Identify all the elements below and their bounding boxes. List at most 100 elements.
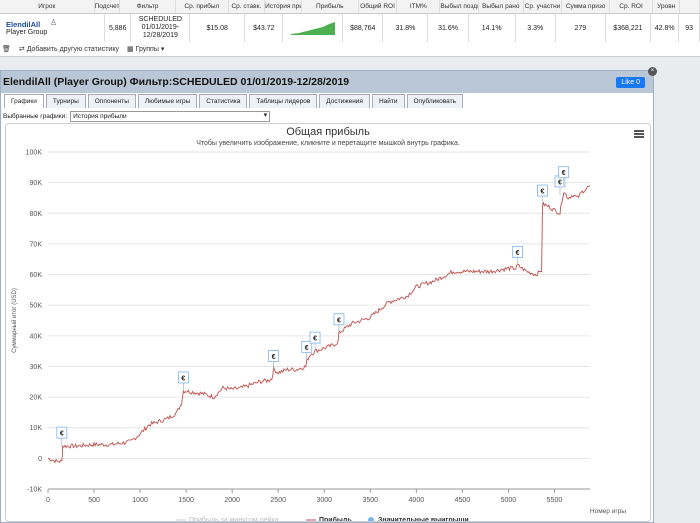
tab-2[interactable]: Оппоненты (87, 94, 136, 108)
legend-wins-label: Значительные выигрыши (378, 517, 469, 521)
y-tick-label: 80K (30, 211, 43, 218)
win-marker (177, 371, 189, 384)
groups-dropdown[interactable]: ▦ Группы ▾ (126, 46, 165, 53)
chart-title: Общая прибыль (286, 126, 370, 138)
y-tick-label: -10K (27, 487, 42, 494)
y-tick-label: 70K (30, 241, 43, 248)
x-tick-label: 0 (46, 497, 50, 504)
tab-4[interactable]: Статистика (199, 94, 248, 108)
tab-7[interactable]: Найти (371, 94, 405, 108)
column-header[interactable]: Уровн (653, 0, 681, 13)
player-group-label: Player Group (6, 29, 48, 36)
x-tick-label: 3000 (316, 497, 332, 504)
tab-8[interactable]: Опубликовать (406, 94, 464, 108)
x-tick-label: 1500 (178, 497, 194, 504)
count-cell: 5,886 (105, 14, 132, 42)
early-out-cell: 3.3% (516, 14, 556, 42)
filter-line1: SCHEDULED (138, 16, 182, 23)
x-tick-label: 1000 (132, 497, 148, 504)
tab-3[interactable]: Любимые игры (137, 94, 198, 108)
win-marker-label: € (305, 345, 309, 352)
y-tick-label: 50K (30, 303, 43, 310)
chart-selector-row: Выбранные графики: История прибыли (1, 108, 653, 125)
win-marker-label: € (562, 170, 566, 177)
column-header[interactable]: Подсчет (95, 0, 120, 13)
chart-subtitle: Чтобы увеличить изображение, кликните и … (196, 140, 460, 147)
filter-cell: SCHEDULED 01/01/2019- 12/28/2019 (131, 14, 191, 42)
player-name-link[interactable]: ElendilAll (6, 20, 41, 29)
column-header[interactable]: Ср. ROI (610, 0, 654, 13)
facebook-like-button[interactable]: Like 0 (616, 77, 645, 88)
prize-sum-cell: $368,221 (606, 14, 651, 42)
tab-6[interactable]: Достижения (319, 94, 370, 108)
win-marker (309, 331, 321, 344)
column-header[interactable]: Выбыл рано (479, 0, 524, 13)
profit-chart[interactable]: Общая прибыль Чтобы увеличить изображени… (5, 123, 651, 522)
y-tick-label: 20K (30, 395, 43, 402)
column-header[interactable]: Игрок (0, 0, 95, 13)
column-header[interactable]: Ср. участни (524, 0, 563, 13)
y-tick-label: 60K (30, 272, 43, 279)
x-tick-label: 4500 (455, 497, 471, 504)
column-header[interactable]: Выбыл поздн (440, 0, 479, 13)
filter-line2: 01/01/2019- (141, 24, 180, 31)
win-marker (512, 245, 524, 258)
chart-svg: -10K 0 10K 20K 30K 40K 50K 60K 70K 80K 90K 100K 0 500… (11, 150, 626, 521)
profit-history-cell[interactable] (283, 14, 344, 42)
win-marker-label: € (558, 179, 562, 186)
column-header[interactable]: Ср. прибыл (176, 0, 229, 13)
player-panel: ElendilAll (Player Group) Фильтр:SCHEDUL… (0, 67, 657, 523)
avg-stake-cell: $43.72 (245, 14, 284, 42)
column-header[interactable]: Прибыль (302, 0, 359, 13)
win-marker (558, 166, 570, 179)
win-marker (333, 313, 345, 326)
table-toolbar: 🗑 ⇄ Добавить другую статистику ▦ Группы … (0, 42, 700, 56)
trash-icon[interactable]: 🗑 (2, 46, 11, 53)
win-marker-label: € (60, 431, 64, 438)
player-group-icon: ♙ (50, 18, 58, 27)
legend-rake-label: Прибыль за минусом рейка (189, 516, 279, 521)
win-marker (268, 350, 280, 362)
column-header[interactable]: История прибыл (265, 0, 302, 13)
x-tick-label: 4000 (409, 497, 425, 504)
column-header[interactable] (680, 0, 700, 13)
win-marker (301, 340, 313, 353)
y-tick-label: 90K (30, 180, 43, 187)
x-tick-label: 2500 (270, 497, 286, 504)
table-header: Игрок Подсчет Фильтр Ср. прибыл Ср. ставк. Ис… (0, 0, 700, 14)
avg-profit-cell: $15.08 (190, 14, 246, 42)
column-header[interactable]: Сумма призо (562, 0, 610, 13)
tab-1[interactable]: Турниры (45, 94, 86, 108)
groups-label: Группы (135, 46, 159, 53)
win-marker (56, 426, 68, 439)
level-cell: 93 (679, 14, 700, 42)
profit-line (47, 185, 591, 464)
menu-icon[interactable] (634, 130, 644, 138)
profit-cell: $88,764 (343, 14, 384, 42)
column-header[interactable]: ITM% (397, 0, 441, 13)
column-header[interactable]: Общий ROI (359, 0, 398, 13)
table-row[interactable]: ElendilAll ♙ Player Group 5,886 SCHEDULE… (0, 14, 700, 42)
y-tick-label: 30K (30, 364, 43, 371)
win-marker-label: € (181, 375, 185, 382)
add-stat-button[interactable]: ⇄ Добавить другую статистику (18, 46, 119, 53)
x-tick-label: 5500 (547, 497, 563, 504)
panel-title: ElendilAll (Player Group) Фильтр:SCHEDUL… (3, 76, 350, 88)
add-stat-label: Добавить другую статистику (26, 46, 119, 53)
x-axis-label: Номер игры (590, 508, 626, 515)
column-header[interactable]: Ср. ставк. (229, 0, 266, 13)
tab-0[interactable]: Графики (4, 94, 44, 108)
player-cell[interactable]: ElendilAll ♙ Player Group (0, 14, 105, 42)
chart-select[interactable]: История прибыли (70, 111, 271, 122)
stats-table: Игрок Подсчет Фильтр Ср. прибыл Ср. ставк. Ис… (0, 0, 700, 57)
chart-selector-label: Выбранные графики: (3, 113, 68, 120)
total-roi-cell: 31.8% (383, 14, 429, 42)
panel-header: ElendilAll (Player Group) Фильтр:SCHEDUL… (1, 67, 657, 93)
avg-roi-cell: 42.8% (651, 14, 680, 42)
y-tick-label: 10K (30, 425, 43, 432)
win-marker-label: € (516, 250, 520, 257)
x-tick-label: 5000 (501, 497, 517, 504)
tab-5[interactable]: Таблицы лидеров (249, 94, 318, 108)
close-icon[interactable]: × (648, 67, 657, 76)
column-header[interactable]: Фильтр (120, 0, 177, 13)
